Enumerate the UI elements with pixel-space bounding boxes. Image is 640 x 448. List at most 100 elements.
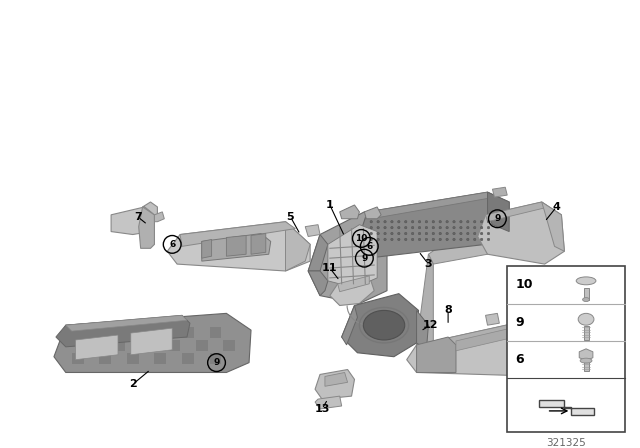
Polygon shape (328, 224, 377, 288)
Bar (584, 288, 589, 300)
Polygon shape (127, 327, 139, 338)
Text: 13: 13 (314, 404, 330, 414)
Polygon shape (54, 313, 251, 372)
Circle shape (370, 226, 372, 229)
Circle shape (391, 238, 393, 241)
Circle shape (391, 233, 393, 235)
Polygon shape (72, 353, 83, 364)
Circle shape (467, 220, 469, 223)
Circle shape (391, 226, 393, 229)
Circle shape (460, 226, 462, 229)
Polygon shape (488, 192, 509, 232)
Circle shape (419, 233, 420, 235)
Polygon shape (358, 192, 509, 258)
Text: 4: 4 (552, 202, 561, 212)
Circle shape (460, 220, 462, 223)
Polygon shape (223, 340, 236, 351)
Text: 9: 9 (213, 358, 220, 367)
Text: 5: 5 (287, 212, 294, 222)
Polygon shape (308, 271, 328, 296)
Circle shape (481, 238, 483, 241)
Circle shape (474, 238, 476, 241)
Polygon shape (330, 276, 374, 306)
Polygon shape (66, 315, 187, 331)
Polygon shape (541, 202, 564, 251)
Circle shape (439, 238, 442, 241)
Text: 10: 10 (355, 234, 367, 243)
Circle shape (404, 233, 407, 235)
Circle shape (384, 233, 386, 235)
Text: 9: 9 (361, 254, 367, 263)
Circle shape (412, 220, 414, 223)
Polygon shape (340, 205, 360, 219)
Circle shape (432, 233, 435, 235)
Text: 9: 9 (494, 214, 500, 223)
Polygon shape (486, 202, 548, 222)
Circle shape (474, 220, 476, 223)
Ellipse shape (578, 313, 594, 325)
Circle shape (397, 220, 400, 223)
Text: 1: 1 (326, 200, 333, 210)
Ellipse shape (580, 358, 592, 363)
Circle shape (467, 238, 469, 241)
Polygon shape (364, 207, 381, 219)
Polygon shape (308, 212, 387, 303)
Circle shape (453, 233, 455, 235)
Polygon shape (196, 340, 207, 351)
Circle shape (377, 226, 380, 229)
Circle shape (412, 226, 414, 229)
Ellipse shape (576, 277, 596, 285)
Circle shape (460, 238, 462, 241)
Polygon shape (456, 320, 545, 351)
Polygon shape (154, 212, 164, 222)
Polygon shape (227, 236, 246, 256)
Text: 6: 6 (169, 240, 175, 249)
Polygon shape (111, 207, 154, 234)
Circle shape (453, 238, 455, 241)
Polygon shape (305, 224, 320, 237)
Circle shape (474, 233, 476, 235)
Polygon shape (428, 215, 488, 264)
Circle shape (370, 220, 372, 223)
Polygon shape (113, 340, 125, 351)
Text: 9: 9 (515, 316, 524, 329)
Polygon shape (539, 400, 594, 415)
Polygon shape (167, 222, 310, 271)
Text: 2: 2 (129, 379, 137, 389)
Polygon shape (131, 328, 172, 355)
Polygon shape (72, 327, 83, 338)
Circle shape (446, 220, 448, 223)
Circle shape (419, 226, 420, 229)
Polygon shape (486, 313, 499, 325)
Circle shape (481, 226, 483, 229)
Circle shape (425, 220, 428, 223)
Polygon shape (579, 349, 593, 361)
Polygon shape (342, 306, 358, 345)
Circle shape (419, 220, 420, 223)
Polygon shape (367, 192, 495, 219)
Polygon shape (154, 327, 166, 338)
Text: 6: 6 (515, 353, 524, 366)
Polygon shape (417, 310, 428, 350)
Polygon shape (545, 317, 574, 366)
Bar (584, 361, 589, 370)
Polygon shape (127, 353, 139, 364)
Text: 12: 12 (422, 320, 438, 330)
Polygon shape (417, 317, 548, 353)
Polygon shape (342, 293, 419, 357)
Circle shape (487, 226, 490, 229)
Circle shape (481, 220, 483, 223)
Polygon shape (141, 340, 152, 351)
Circle shape (439, 233, 442, 235)
Circle shape (397, 226, 400, 229)
Circle shape (487, 220, 490, 223)
Polygon shape (417, 254, 433, 345)
Circle shape (419, 238, 420, 241)
Polygon shape (56, 315, 190, 347)
Circle shape (412, 238, 414, 241)
Polygon shape (417, 337, 456, 372)
Circle shape (397, 238, 400, 241)
Polygon shape (86, 340, 97, 351)
Text: 11: 11 (322, 263, 338, 273)
Circle shape (432, 226, 435, 229)
